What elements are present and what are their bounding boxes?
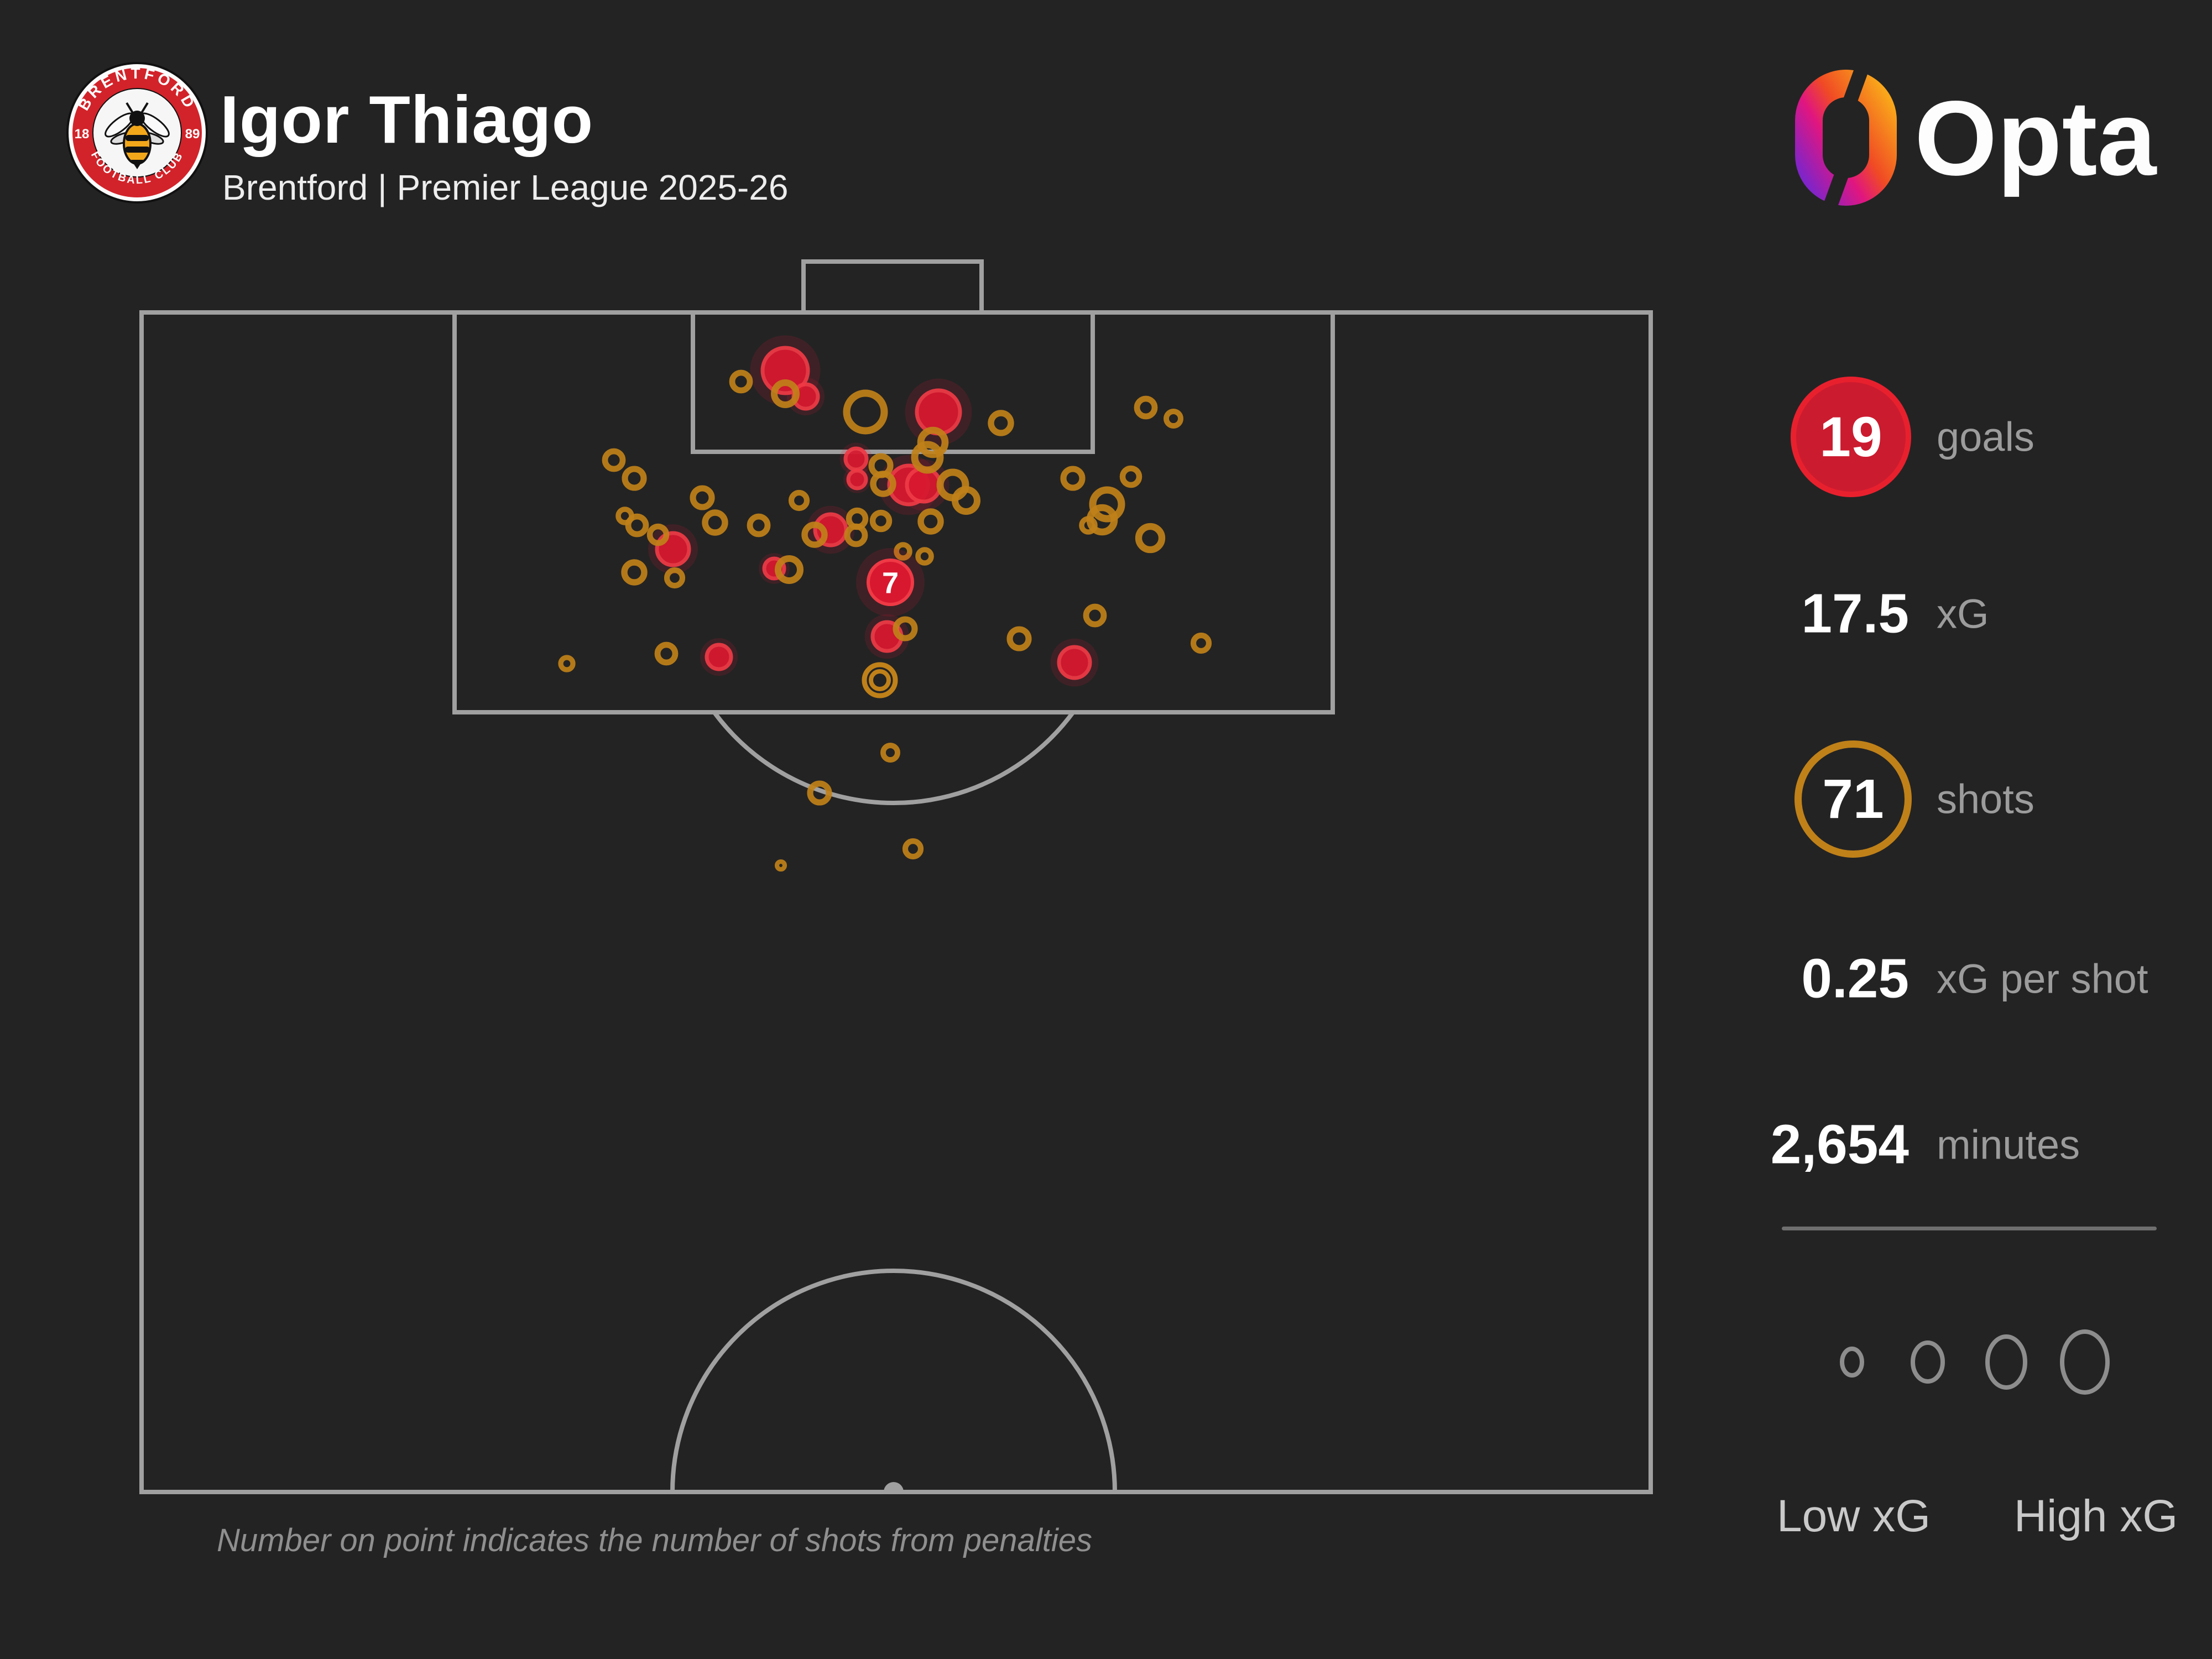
pitch-lines	[139, 259, 1653, 1494]
shots-value: 71	[1822, 768, 1884, 830]
shot-marker	[915, 547, 934, 566]
xg-label: xG	[1937, 591, 1989, 637]
double-shot-marker-outer	[862, 662, 898, 698]
shot-marker	[1190, 632, 1212, 654]
shot-marker	[729, 369, 753, 394]
legend-high-label: High xG	[2013, 1491, 2178, 1541]
shot-marker	[846, 507, 869, 530]
shot-markers-layer: 7	[558, 335, 1212, 872]
page-subtitle: Brentford | Premier League 2025-26	[222, 168, 789, 207]
shots-badge: 71	[1794, 740, 1912, 858]
shot-marker	[880, 743, 900, 763]
shot-marker	[894, 542, 912, 561]
penalty-marker	[867, 559, 914, 606]
shot-marker	[622, 466, 647, 491]
shot-marker	[869, 509, 893, 533]
legend-size-circle	[1911, 1340, 1945, 1384]
centre-circle-arc	[670, 1269, 1117, 1493]
shot-marker	[747, 513, 771, 538]
goals-label: goals	[1937, 414, 2034, 460]
shot-marker	[917, 426, 949, 458]
shot-marker	[1119, 465, 1142, 488]
shot-marker	[621, 559, 648, 586]
goal-marker	[846, 468, 868, 491]
legend-size-circle	[1840, 1347, 1864, 1378]
brentford-badge: BRENTFORD FOOTBALL CLUB 18 89	[66, 62, 208, 204]
shot-marker	[870, 471, 896, 497]
shot-marker	[1134, 395, 1158, 420]
shot-marker	[893, 616, 918, 641]
bee-icon	[105, 102, 170, 169]
shot-marker	[774, 859, 787, 872]
shot-marker	[1006, 626, 1032, 651]
shot-marker	[1060, 466, 1086, 491]
shot-marker	[771, 379, 800, 408]
goal-marker	[705, 643, 733, 671]
shot-marker	[988, 410, 1014, 436]
legend-size-scale	[1840, 1329, 2110, 1395]
goal-marker	[905, 466, 942, 504]
minutes-value: 2,654	[1770, 1113, 1909, 1176]
shot-marker	[1164, 409, 1183, 429]
shot-marker	[702, 509, 728, 536]
shot-marker	[902, 838, 924, 860]
shot-marker	[843, 389, 888, 435]
shot-marker	[788, 489, 810, 512]
legend-low-label: Low xG	[1777, 1491, 1931, 1541]
opta-wordmark: Opta	[1914, 78, 2157, 197]
double-shot-marker-inner	[869, 669, 891, 691]
goal-marker	[760, 346, 810, 395]
shot-marker	[952, 486, 980, 515]
shot-marker	[1089, 486, 1125, 523]
penalty-area	[452, 310, 1335, 714]
badge-year-18: 18	[75, 127, 90, 142]
shot-marker	[654, 641, 679, 666]
centre-spot	[884, 1482, 904, 1493]
shot-marker	[602, 448, 626, 472]
page-title: Igor Thiago	[220, 82, 594, 157]
shot-marker	[917, 508, 944, 535]
penalty-arc	[712, 711, 1075, 806]
shot-marker	[625, 513, 649, 538]
goals-value: 19	[1819, 405, 1882, 468]
sidebar-divider	[1782, 1227, 2157, 1230]
penalty-count: 7	[882, 566, 899, 599]
shot-marker	[1079, 516, 1098, 535]
shot-marker	[1083, 603, 1107, 628]
shot-marker	[1135, 523, 1166, 554]
shot-marker	[558, 655, 576, 672]
legend-size-circle	[1985, 1334, 2027, 1390]
shot-marker	[775, 555, 804, 584]
goal-marker	[1057, 645, 1092, 680]
goal-box	[801, 259, 984, 315]
goal-marker	[843, 446, 869, 472]
shot-marker	[911, 441, 944, 474]
xg-value: 17.5	[1801, 582, 1909, 645]
badge-year-89: 89	[185, 127, 200, 142]
penalty-note-caption: Number on point indicates the number of …	[217, 1522, 1092, 1558]
goal-marker	[655, 531, 691, 567]
shot-marker	[690, 485, 715, 510]
xg-per-shot-value: 0.25	[1801, 947, 1909, 1010]
goals-badge: 19	[1791, 377, 1911, 497]
shot-marker	[646, 523, 670, 546]
shot-marker	[664, 567, 686, 589]
shot-marker	[801, 521, 828, 548]
shots-label: shots	[1937, 776, 2034, 822]
shot-marker	[807, 780, 832, 806]
minutes-label: minutes	[1937, 1121, 2080, 1168]
opta-logo-icon	[1795, 70, 1897, 206]
goal-marker	[915, 388, 962, 436]
legend-size-circle	[2060, 1329, 2110, 1395]
xg-per-shot-label: xG per shot	[1937, 956, 2148, 1002]
